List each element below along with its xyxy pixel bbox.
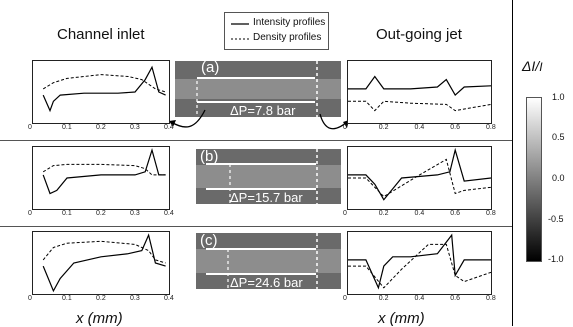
colorbar-tick-5: -1.0 xyxy=(548,254,564,264)
plot-b-left xyxy=(32,146,170,210)
b-right-intensity-line xyxy=(348,147,492,201)
legend-swatches xyxy=(231,23,249,40)
pressure-label-b: ΔP=15.7 bar xyxy=(230,190,303,204)
channel-inlet-header: Channel inlet xyxy=(57,26,145,43)
tick-label-right: 0.6 xyxy=(450,210,460,217)
colorbar-tick-3: 0.0 xyxy=(552,173,565,183)
tick-label-left: 0.4 xyxy=(164,210,174,217)
row-divider-1 xyxy=(0,140,512,141)
xaxis-label-right: x (mm) xyxy=(378,310,425,327)
image-c: (c) ΔP=24.6 bar xyxy=(196,233,341,289)
c-right-intensity-line xyxy=(348,233,491,290)
tick-label-left: 0.4 xyxy=(164,295,174,302)
tick-label-right: 0.4 xyxy=(414,295,425,302)
a-left-density-line xyxy=(42,74,166,93)
outgoing-jet-header: Out-going jet xyxy=(376,26,462,43)
tick-label-right: 0.8 xyxy=(486,295,496,302)
right-divider xyxy=(512,0,513,326)
tick-label-left: 0.2 xyxy=(96,295,106,302)
panel-letter-c: (c) xyxy=(200,233,218,249)
colorbar-tick-1: 1.0 xyxy=(552,92,565,102)
image-a: (a) ΔP=7.8 bar xyxy=(175,61,341,117)
tick-label-right: 0.6 xyxy=(450,295,460,302)
tick-label-right: 0.2 xyxy=(378,295,389,302)
tick-label-left: 0.3 xyxy=(130,124,140,131)
tick-label-left: 0.2 xyxy=(96,124,106,131)
tick-label-right: 0.4 xyxy=(414,210,425,217)
tick-label-right: 0 xyxy=(343,295,347,302)
panel-letter-a: (a) xyxy=(201,61,220,76)
a-left-intensity-line xyxy=(42,65,166,113)
plot-c-left xyxy=(32,231,170,295)
c-left-density-line xyxy=(42,240,166,264)
colorbar-tick-2: 0.5 xyxy=(552,132,565,142)
tick-label-right: 0.8 xyxy=(486,210,496,217)
tick-label-right: 0.2 xyxy=(378,210,389,217)
a-right-density-line xyxy=(348,100,492,112)
plot-a-right xyxy=(347,60,492,124)
panel-letter-b: (b) xyxy=(200,149,219,165)
b-right-density-line xyxy=(348,158,492,198)
tick-label-right: 0 xyxy=(343,210,347,217)
tick-label-right: 0.2 xyxy=(378,124,389,131)
pressure-label-a: ΔP=7.8 bar xyxy=(230,103,296,117)
tick-label-left: 0 xyxy=(28,124,32,131)
tick-label-left: 0 xyxy=(28,210,32,217)
legend-density: Density profiles xyxy=(253,32,322,43)
tick-label-left: 0.2 xyxy=(96,210,106,217)
plot-a-left xyxy=(32,60,170,124)
legend: Intensity profiles Density profiles xyxy=(224,12,329,50)
tick-label-left: 0.1 xyxy=(62,124,72,131)
b-left-intensity-line xyxy=(42,147,166,195)
tick-label-left: 0.1 xyxy=(62,210,72,217)
tick-label-left: 0.3 xyxy=(130,295,140,302)
colorbar-tick-4: -0.5 xyxy=(548,214,564,224)
tick-label-left: 0 xyxy=(28,295,32,302)
pressure-label-c: ΔP=24.6 bar xyxy=(230,275,303,289)
plot-b-right xyxy=(347,146,492,210)
tick-label-left: 0.3 xyxy=(130,210,140,217)
row-divider-2 xyxy=(0,226,512,227)
tick-label-right: 0.8 xyxy=(486,124,496,131)
tick-label-right: 0 xyxy=(343,124,347,131)
colorbar-label-den: I xyxy=(539,60,543,74)
tick-label-right: 0.4 xyxy=(414,124,425,131)
a-right-intensity-line xyxy=(348,75,492,97)
tick-label-left: 0.1 xyxy=(62,295,72,302)
colorbar-label: ΔI/I xyxy=(522,58,543,74)
tick-label-right: 0.6 xyxy=(450,124,460,131)
plot-c-right xyxy=(347,231,492,295)
c-right-density-line xyxy=(348,243,492,289)
legend-intensity: Intensity profiles xyxy=(253,17,326,28)
colorbar-label-num: ΔI xyxy=(522,58,536,74)
colorbar-gradient xyxy=(526,97,542,262)
image-b: (b) ΔP=15.7 bar xyxy=(196,149,341,204)
tick-label-left: 0.4 xyxy=(164,124,174,131)
xaxis-label-left: x (mm) xyxy=(76,310,123,327)
c-left-intensity-line xyxy=(42,233,166,293)
b-left-density-line xyxy=(42,163,166,176)
